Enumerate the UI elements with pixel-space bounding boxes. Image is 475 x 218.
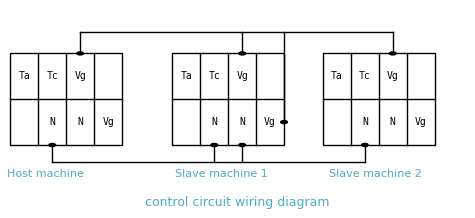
Text: Host machine: Host machine xyxy=(7,169,84,179)
Text: N: N xyxy=(77,117,83,127)
Text: Vg: Vg xyxy=(415,117,427,127)
Text: Tc: Tc xyxy=(359,71,371,81)
Text: Vg: Vg xyxy=(264,117,276,127)
Circle shape xyxy=(49,143,56,146)
Text: Ta: Ta xyxy=(19,71,30,81)
Text: Vg: Vg xyxy=(102,117,114,127)
Circle shape xyxy=(239,52,246,55)
Text: Vg: Vg xyxy=(75,71,86,81)
Text: N: N xyxy=(239,117,245,127)
Circle shape xyxy=(361,143,368,146)
Circle shape xyxy=(281,121,287,124)
Text: N: N xyxy=(362,117,368,127)
Text: N: N xyxy=(49,117,55,127)
Text: Ta: Ta xyxy=(180,71,192,81)
Text: N: N xyxy=(211,117,217,127)
Text: Slave machine 1: Slave machine 1 xyxy=(175,169,268,179)
Text: Ta: Ta xyxy=(331,71,343,81)
Circle shape xyxy=(77,52,84,55)
Circle shape xyxy=(390,52,396,55)
Text: Slave machine 2: Slave machine 2 xyxy=(329,169,422,179)
Text: Vg: Vg xyxy=(237,71,248,81)
Text: N: N xyxy=(390,117,396,127)
Circle shape xyxy=(239,143,246,146)
Bar xyxy=(172,53,284,145)
Text: Tc: Tc xyxy=(209,71,220,81)
Circle shape xyxy=(211,143,218,146)
Bar xyxy=(10,53,122,145)
Bar xyxy=(323,53,435,145)
Text: Vg: Vg xyxy=(387,71,399,81)
Text: Tc: Tc xyxy=(47,71,58,81)
Text: control circuit wiring diagram: control circuit wiring diagram xyxy=(145,196,330,209)
